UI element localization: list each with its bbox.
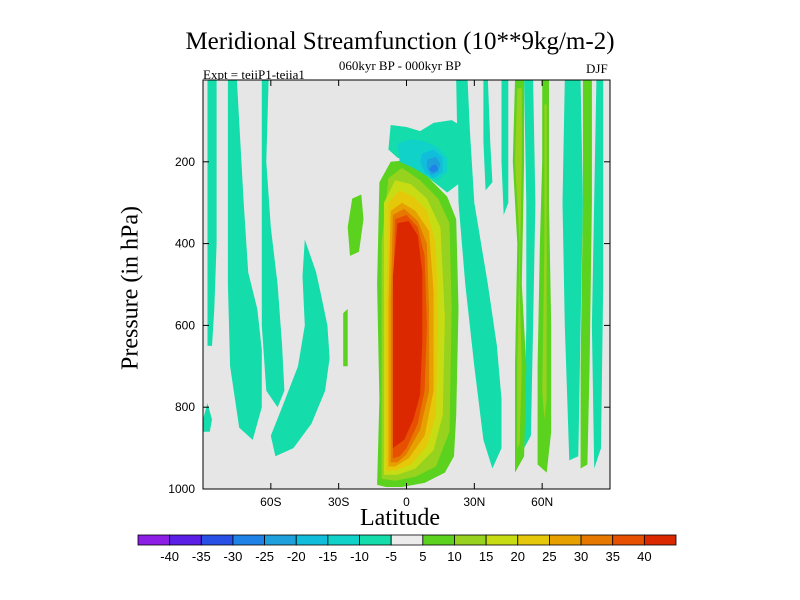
x-tick-label: 30N [463,495,485,509]
chart-title: Meridional Streamfunction (10**9kg/m-2) [185,28,615,55]
colorbar-swatch [390,534,424,546]
x-tick-label: 0 [403,495,410,509]
colorbar-swatch [549,534,582,546]
y-tick-label: 800 [175,400,195,414]
x-axis: 60S 30S 0 30N 60N [260,80,553,509]
contour-region-negative-sh-band-c [261,80,285,408]
contour-region-positive-core-40 [392,221,423,449]
x-tick-label: 60S [260,495,281,509]
y-tick-label: 400 [175,237,195,251]
colorbar-swatch [264,534,297,546]
colorbar-swatch [485,534,519,546]
contour-region-negative-nh-band-d [524,80,536,449]
colorbar-label: 35 [605,549,619,564]
contour-region-positive-nh-band-b-inner [542,104,547,420]
y-tick-label: 600 [175,318,195,332]
season-label: DJF [586,61,608,76]
y-tick-label: 1000 [168,482,195,496]
colorbar-swatch [327,534,360,546]
contour-region-positive-nh-band-c [580,80,592,469]
contour-region-positive-nh-band-a-inner [515,88,522,449]
colorbar-label: 30 [574,549,588,564]
x-tick-label: 30S [328,495,349,509]
colorbar-label: -20 [287,549,306,564]
colorbar-swatch [200,534,234,546]
contour-region-negative-nh-band-a [456,80,502,469]
x-tick-label: 60N [531,495,553,509]
colorbar-label: -35 [192,549,211,564]
colorbar-label: -25 [255,549,274,564]
colorbar-swatch [295,534,329,546]
colorbar-label: -40 [160,549,179,564]
colorbar-labels: -40 -35 -30 -25 -20 -15 -10 -5 5 10 15 20 25 30 35 40 [160,549,651,564]
contour-region-negative-nh-dot [485,435,488,441]
contour-region-positive-sh-upper [347,194,364,256]
contour-region-negative-nh-band-b [483,80,493,191]
contour-region-negative-sh-lower [270,239,330,457]
colorbar-swatch [422,534,455,546]
contour-region-negative-sh-band-b [227,80,262,440]
colorbar-label: 40 [637,549,651,564]
chart-subtitle: 060kyr BP - 000kyr BP [338,58,462,73]
contour-region-negative-sh-band-a [207,80,217,346]
colorbar-swatch [454,534,487,546]
colorbar-swatch [137,534,171,546]
plot-area [202,79,611,490]
colorbar-swatch [612,534,645,546]
x-axis-label: Latitude [360,505,440,531]
colorbar-swatch [232,534,265,546]
colorbar-label: 15 [479,549,493,564]
colorbar-swatch [359,534,392,546]
contour-region-positive-sh-thin [343,309,348,367]
colorbar-swatch [517,534,550,546]
contour-region-negative-upper-25 [429,164,439,173]
colorbar-label: 20 [511,549,525,564]
colorbar-label: 5 [419,549,426,564]
contour-region-negative-nh-band-e [562,80,583,461]
colorbar-swatch [169,534,202,546]
colorbar-label: 10 [447,549,461,564]
contour-region-negative-nh-edge [591,80,604,469]
colorbar-label: -5 [385,549,397,564]
colorbar-swatch [580,534,614,546]
colorbar-label: 25 [542,549,556,564]
colorbar [137,534,677,546]
colorbar-label: -15 [318,549,337,564]
y-axis: 200 400 600 800 1000 [168,155,610,496]
y-tick-label: 200 [175,155,195,169]
contour-region-negative-nh-band-c [501,80,509,215]
contour-region-negative-sh-patch [203,403,212,432]
colorbar-label: -30 [224,549,243,564]
experiment-label: Expt = teiiP1-teiia1 [203,67,305,82]
colorbar-label: -10 [350,549,369,564]
colorbar-swatch [643,534,677,546]
